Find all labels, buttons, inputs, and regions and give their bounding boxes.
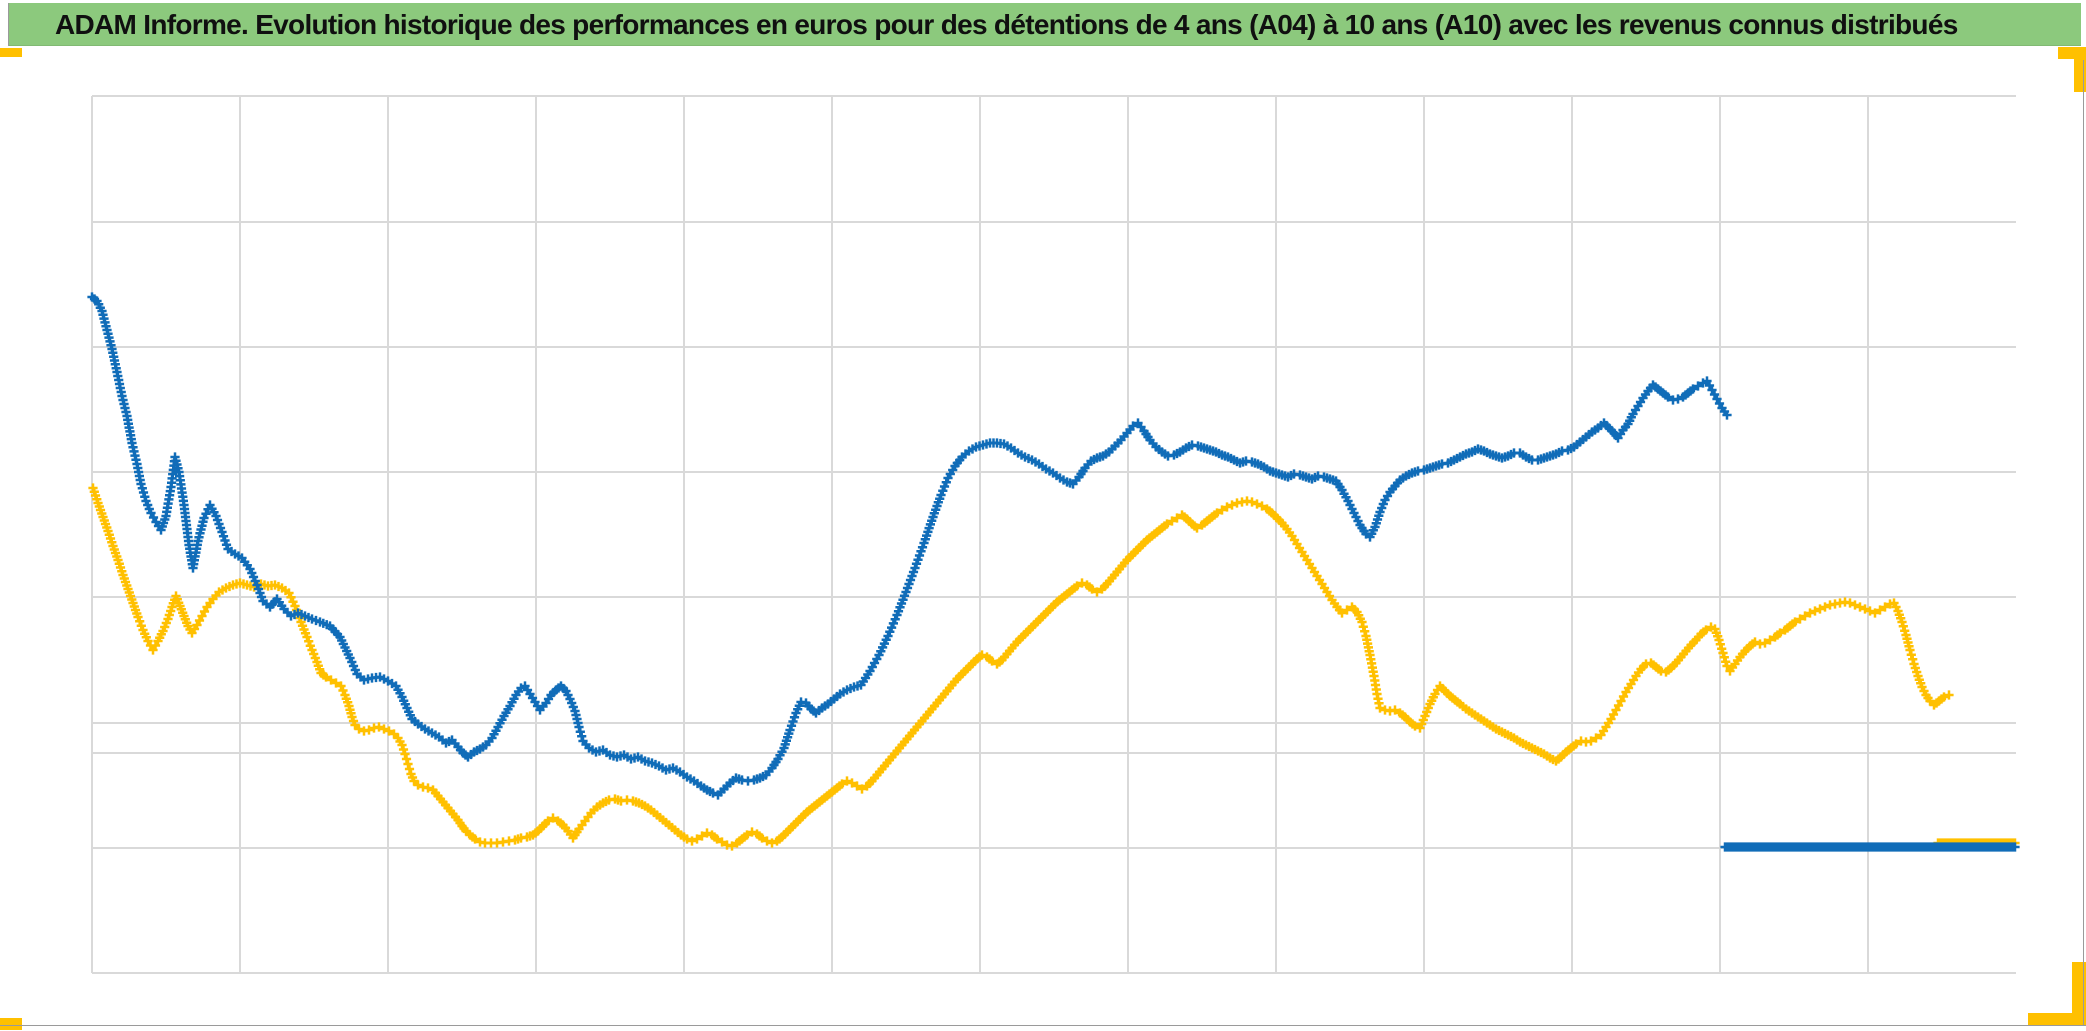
slide-frame-right-border — [2083, 60, 2084, 1026]
title-banner: ADAM Informe. Evolution historique des p… — [8, 3, 2081, 46]
chart-gridlines — [91, 95, 2016, 974]
slide-frame-bottom-border — [0, 1025, 2086, 1026]
yellow-accent-bottom-left — [0, 1018, 22, 1030]
yellow-accent-top-left — [0, 48, 22, 57]
series-blue-flat — [1720, 842, 2020, 852]
yellow-accent-bottom-right-v — [2072, 962, 2086, 1024]
yellow-accent-bottom-right-h — [2028, 1013, 2086, 1026]
series-yellow-main — [88, 483, 1954, 851]
series-blue-main — [87, 292, 1732, 800]
page-title: ADAM Informe. Evolution historique des p… — [55, 8, 1958, 40]
chart-series — [87, 292, 2020, 852]
